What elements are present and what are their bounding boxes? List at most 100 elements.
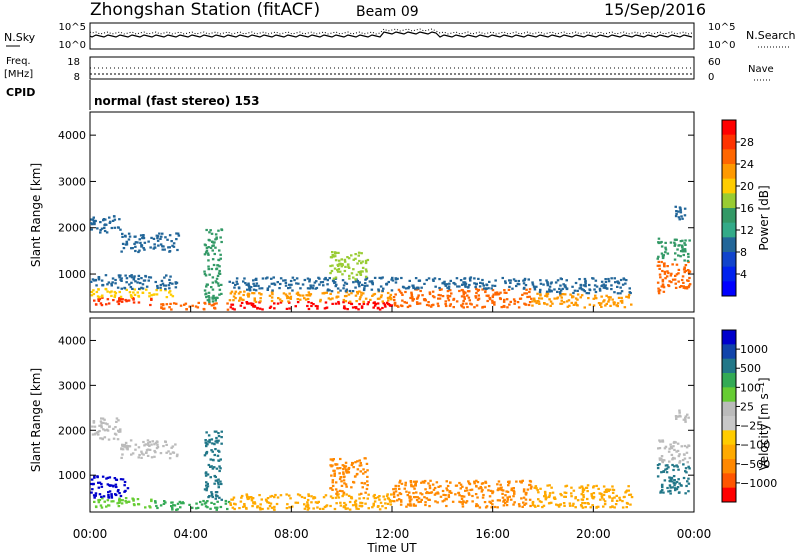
velocity-data-cell xyxy=(250,496,253,499)
velocity-data-cell xyxy=(420,498,423,501)
power-data-cell xyxy=(620,301,624,304)
power-data-cell xyxy=(347,257,351,260)
velocity-data-cell xyxy=(535,487,538,490)
power-data-cell xyxy=(211,258,215,261)
power-data-cell xyxy=(90,218,93,221)
power-data-cell xyxy=(220,292,223,295)
power-data-cell xyxy=(388,295,392,298)
velocity-data-cell xyxy=(93,476,96,479)
velocity-data-cell xyxy=(217,483,220,486)
power-data-cell xyxy=(687,286,690,289)
power-data-cell xyxy=(452,306,455,309)
power-data-cell xyxy=(164,284,168,287)
power-data-cell xyxy=(687,255,690,258)
colorbar-label: 12 xyxy=(740,224,754,237)
power-data-cell xyxy=(168,246,171,249)
power-data-cell xyxy=(411,284,414,287)
power-data-cell xyxy=(99,231,102,234)
power-data-cell xyxy=(474,296,478,299)
power-data-cell xyxy=(491,289,495,292)
power-data-cell xyxy=(114,278,117,282)
power-data-cell xyxy=(345,282,349,285)
velocity-data-cell xyxy=(520,481,523,484)
velocity-data-cell xyxy=(155,440,159,443)
power-data-cell xyxy=(194,305,198,308)
power-data-cell xyxy=(248,287,251,290)
velocity-data-cell xyxy=(604,488,608,491)
y-tick-label: 3000 xyxy=(58,379,86,392)
power-data-cell xyxy=(205,283,209,286)
power-data-cell xyxy=(679,207,682,210)
velocity-data-cell xyxy=(296,493,300,496)
velocity-data-cell xyxy=(342,464,346,467)
power-data-cell xyxy=(676,248,679,251)
power-data-cell xyxy=(549,304,552,307)
velocity-data-cell xyxy=(363,482,366,485)
power-data-cell xyxy=(438,286,441,290)
power-data-cell xyxy=(380,294,383,297)
velocity-data-cell xyxy=(405,490,408,493)
power-data-cell xyxy=(269,305,273,308)
velocity-data-cell xyxy=(441,500,444,503)
velocity-data-cell xyxy=(461,505,465,508)
velocity-data-cell xyxy=(224,502,228,505)
power-data-cell xyxy=(485,294,488,297)
velocity-data-cell xyxy=(119,499,123,502)
velocity-data-cell xyxy=(398,487,401,490)
velocity-data-cell xyxy=(427,482,430,485)
velocity-data-cell xyxy=(331,459,335,462)
velocity-data-cell xyxy=(331,479,335,482)
power-data-cell xyxy=(681,239,684,242)
velocity-data-cell xyxy=(119,430,122,433)
power-data-cell xyxy=(432,303,435,306)
velocity-data-cell xyxy=(436,491,439,494)
velocity-data-cell xyxy=(118,499,121,502)
power-data-cell xyxy=(525,288,528,291)
velocity-data-cell xyxy=(607,489,610,493)
velocity-data-cell xyxy=(586,497,589,501)
power-data-cell xyxy=(168,278,171,281)
velocity-data-cell xyxy=(371,506,374,509)
power-data-cell xyxy=(528,295,531,298)
power-data-cell xyxy=(584,285,587,288)
velocity-data-cell xyxy=(433,493,437,496)
velocity-data-cell xyxy=(445,487,448,490)
velocity-data-cell xyxy=(103,500,106,503)
power-data-cell xyxy=(203,301,206,304)
power-data-cell xyxy=(673,278,677,281)
power-data-cell xyxy=(624,282,627,285)
velocity-data-cell xyxy=(685,484,688,488)
power-data-cell xyxy=(125,277,129,280)
velocity-data-cell xyxy=(107,438,111,441)
velocity-data-cell xyxy=(473,482,476,485)
velocity-data-cell xyxy=(251,505,254,508)
velocity-data-cell xyxy=(627,489,630,492)
velocity-data-cell xyxy=(669,480,672,483)
y-tick-label: 3000 xyxy=(58,175,86,188)
power-data-cell xyxy=(432,279,435,282)
power-data-cell xyxy=(287,296,291,299)
velocity-data-cell xyxy=(544,494,547,497)
power-data-cell xyxy=(334,302,338,305)
power-data-cell xyxy=(253,299,256,302)
power-data-cell xyxy=(130,247,133,250)
date-label: 15/Sep/2016 xyxy=(604,0,706,19)
velocity-data-cell xyxy=(175,508,178,511)
velocity-data-cell xyxy=(214,506,217,509)
velocity-data-cell xyxy=(388,498,392,502)
power-data-cell xyxy=(205,249,209,252)
power-data-cell xyxy=(494,279,497,282)
velocity-data-cell xyxy=(123,480,127,484)
velocity-data-cell xyxy=(682,418,686,421)
power-data-cell xyxy=(111,277,115,280)
velocity-data-cell xyxy=(671,456,675,459)
power-data-cell xyxy=(143,241,147,244)
power-data-cell xyxy=(291,276,295,279)
velocity-data-cell xyxy=(147,442,150,445)
power-data-cell xyxy=(656,281,660,284)
power-data-cell xyxy=(538,302,541,305)
velocity-data-cell xyxy=(611,488,614,491)
velocity-data-cell xyxy=(466,489,469,492)
velocity-data-cell xyxy=(497,480,501,483)
velocity-data-cell xyxy=(530,485,533,488)
